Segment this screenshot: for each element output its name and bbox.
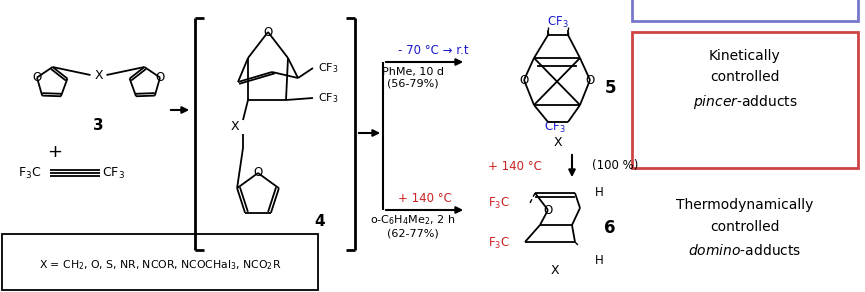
Text: H: H <box>595 187 604 199</box>
Text: + 140 °C: + 140 °C <box>488 159 542 173</box>
Text: o-C$_6$H$_4$Me$_2$, 2 h
(62-77%): o-C$_6$H$_4$Me$_2$, 2 h (62-77%) <box>370 213 456 239</box>
Text: + 140 °C: + 140 °C <box>398 192 452 204</box>
Text: O: O <box>253 166 263 180</box>
Text: F$_3$C: F$_3$C <box>18 166 42 180</box>
FancyBboxPatch shape <box>632 0 858 21</box>
Text: X: X <box>551 263 560 277</box>
Text: O: O <box>519 74 529 86</box>
Text: Kinetically
controlled
$\it{pincer}$-adducts: Kinetically controlled $\it{pincer}$-add… <box>693 48 798 112</box>
Text: CF$_3$: CF$_3$ <box>102 166 125 180</box>
Text: (100 %): (100 %) <box>592 159 638 173</box>
Text: O: O <box>263 25 272 39</box>
Text: CF$_3$: CF$_3$ <box>548 14 569 29</box>
Text: +: + <box>48 143 62 161</box>
Text: PhMe, 10 d
(56-79%): PhMe, 10 d (56-79%) <box>382 67 444 89</box>
Text: O: O <box>543 204 553 216</box>
Text: F$_3$C: F$_3$C <box>488 195 510 211</box>
Text: F$_3$C: F$_3$C <box>488 235 510 251</box>
Text: O: O <box>32 71 42 84</box>
Text: X: X <box>94 69 103 81</box>
Text: 4: 4 <box>315 215 325 230</box>
Text: O: O <box>586 74 594 86</box>
Text: X = CH$_2$, O, S, NR, NCOR, NCOCHal$_3$, NCO$_2$R: X = CH$_2$, O, S, NR, NCOR, NCOCHal$_3$,… <box>39 258 281 272</box>
Text: 6: 6 <box>605 219 616 237</box>
Text: CF$_3$: CF$_3$ <box>318 61 338 75</box>
Text: O: O <box>156 71 164 84</box>
Text: X: X <box>554 136 562 150</box>
Text: 5: 5 <box>605 79 616 97</box>
Text: H: H <box>595 253 604 267</box>
Text: 3: 3 <box>93 117 104 133</box>
Text: - 70 °C → r.t: - 70 °C → r.t <box>398 44 469 56</box>
Text: CF$_3$: CF$_3$ <box>318 91 338 105</box>
Text: CF$_3$: CF$_3$ <box>544 119 566 135</box>
Text: X: X <box>231 121 240 133</box>
FancyBboxPatch shape <box>632 32 858 168</box>
Text: Thermodynamically
controlled
$\it{domino}$-adducts: Thermodynamically controlled $\it{domino… <box>676 199 814 258</box>
FancyBboxPatch shape <box>2 234 318 290</box>
